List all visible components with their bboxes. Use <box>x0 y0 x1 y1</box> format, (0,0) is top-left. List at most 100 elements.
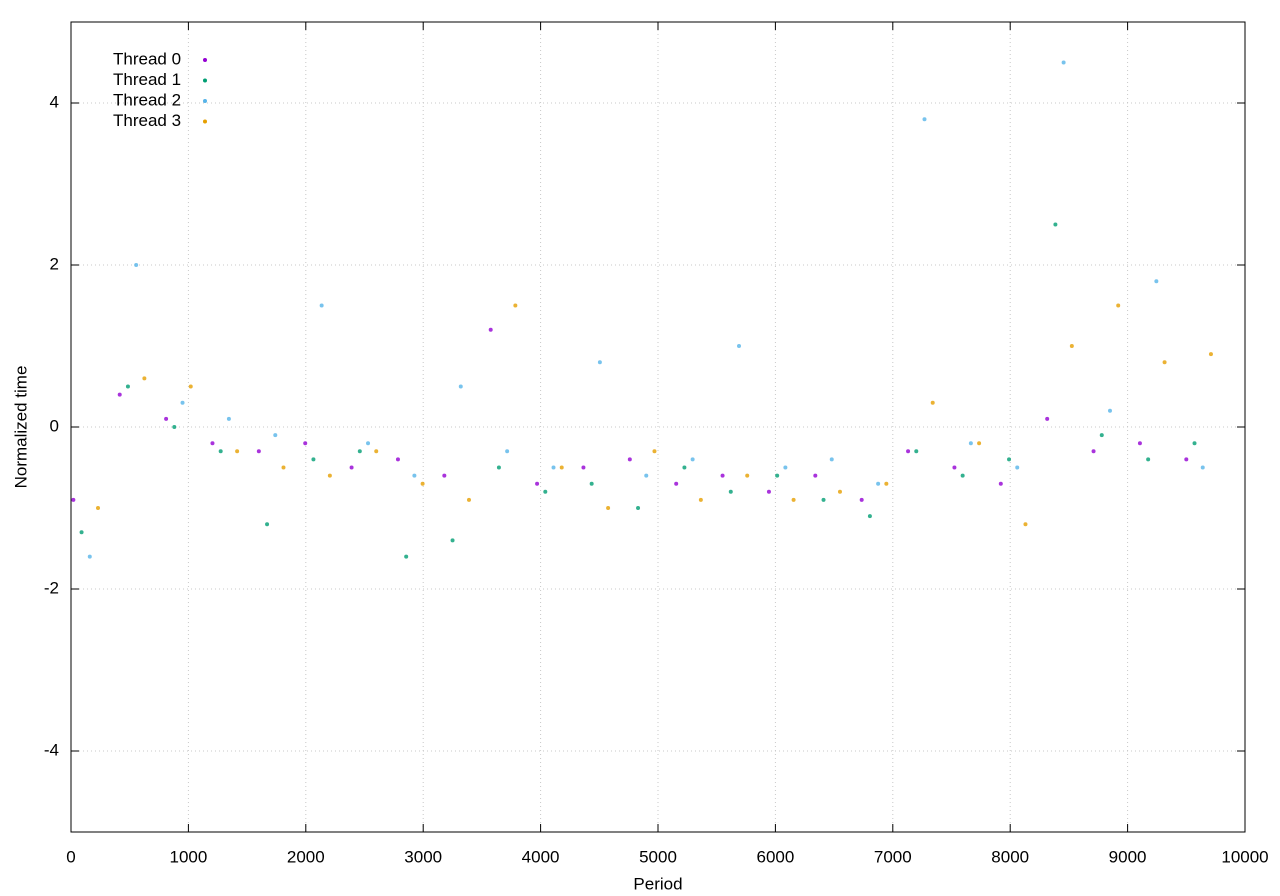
legend-label: Thread 0 <box>113 49 181 68</box>
data-point <box>458 384 463 389</box>
legend-label: Thread 2 <box>113 90 181 109</box>
data-point <box>682 465 687 470</box>
x-tick-label: 5000 <box>639 847 677 866</box>
data-point <box>1053 222 1058 227</box>
legend-marker <box>203 78 207 83</box>
data-point <box>1116 303 1121 308</box>
data-point <box>837 489 842 494</box>
data-point <box>698 497 703 502</box>
data-point <box>627 457 632 462</box>
data-point <box>720 473 725 478</box>
data-point <box>395 457 400 462</box>
data-point <box>125 384 130 389</box>
data-point <box>273 433 278 438</box>
data-point <box>327 473 332 478</box>
data-point <box>821 497 826 502</box>
x-tick-label: 2000 <box>287 847 325 866</box>
data-point <box>1015 465 1020 470</box>
data-point <box>505 449 510 454</box>
data-point <box>1099 433 1104 438</box>
data-point <box>311 457 316 462</box>
data-point <box>210 441 215 446</box>
data-point <box>349 465 354 470</box>
data-point <box>442 473 447 478</box>
data-point <box>1162 360 1167 365</box>
data-point <box>496 465 501 470</box>
data-point <box>597 360 602 365</box>
legend-marker <box>203 119 207 124</box>
data-point <box>1200 465 1205 470</box>
legend-marker <box>203 58 207 62</box>
data-point <box>581 465 586 470</box>
x-tick-label: 0 <box>66 847 75 866</box>
y-axis-label: Normalized time <box>11 366 30 489</box>
data-point <box>930 400 935 405</box>
data-point <box>513 303 518 308</box>
data-point <box>1045 416 1050 421</box>
legend-marker <box>203 99 207 103</box>
data-point <box>1091 449 1096 454</box>
y-tick-label: 4 <box>50 92 59 111</box>
data-point <box>636 506 641 510</box>
data-point <box>589 481 594 486</box>
data-point <box>644 473 649 478</box>
data-point <box>256 449 261 454</box>
data-point <box>466 497 471 502</box>
x-tick-label: 10000 <box>1221 847 1268 866</box>
data-point <box>859 497 864 502</box>
data-point <box>79 530 84 535</box>
x-tick-label: 4000 <box>522 847 560 866</box>
data-point <box>1007 457 1012 462</box>
data-point <box>745 473 750 478</box>
data-point <box>412 473 417 478</box>
legend-label: Thread 1 <box>113 70 181 89</box>
data-point <box>1137 441 1142 446</box>
data-point <box>876 481 881 486</box>
data-point <box>117 392 122 397</box>
data-point <box>652 449 657 454</box>
data-point <box>728 489 733 494</box>
data-point <box>606 506 611 510</box>
data-point <box>265 522 270 527</box>
data-point <box>488 327 493 332</box>
y-tick-label: 0 <box>50 416 59 435</box>
x-tick-label: 7000 <box>874 847 912 866</box>
data-point <box>71 497 76 502</box>
data-point <box>559 465 564 470</box>
data-point <box>226 416 231 421</box>
data-point <box>884 481 889 486</box>
data-point <box>366 441 371 446</box>
data-point <box>775 473 780 478</box>
data-point <box>535 481 540 486</box>
data-point <box>180 400 185 405</box>
data-point <box>1023 522 1028 527</box>
data-point <box>172 425 177 429</box>
data-point <box>690 457 695 462</box>
data-point <box>1192 441 1197 446</box>
data-point <box>551 465 556 470</box>
data-point <box>374 449 379 454</box>
x-tick-label: 8000 <box>991 847 1029 866</box>
data-point <box>357 449 362 454</box>
data-point <box>281 465 286 470</box>
data-point <box>1154 279 1159 284</box>
y-tick-label: -4 <box>44 740 59 759</box>
plot-border <box>70 21 1246 833</box>
y-tick-label: -2 <box>44 578 59 597</box>
data-point <box>977 441 982 446</box>
data-point <box>303 441 308 446</box>
data-point <box>87 554 92 559</box>
x-tick-label: 3000 <box>404 847 442 866</box>
data-point <box>1069 344 1074 348</box>
data-point <box>142 376 147 381</box>
data-point <box>164 416 169 421</box>
data-point <box>998 481 1003 486</box>
data-point <box>450 538 455 543</box>
data-point <box>420 481 425 486</box>
data-point <box>96 506 101 510</box>
legend-label: Thread 3 <box>113 111 181 130</box>
data-point <box>1107 408 1112 413</box>
data-point <box>960 473 965 478</box>
